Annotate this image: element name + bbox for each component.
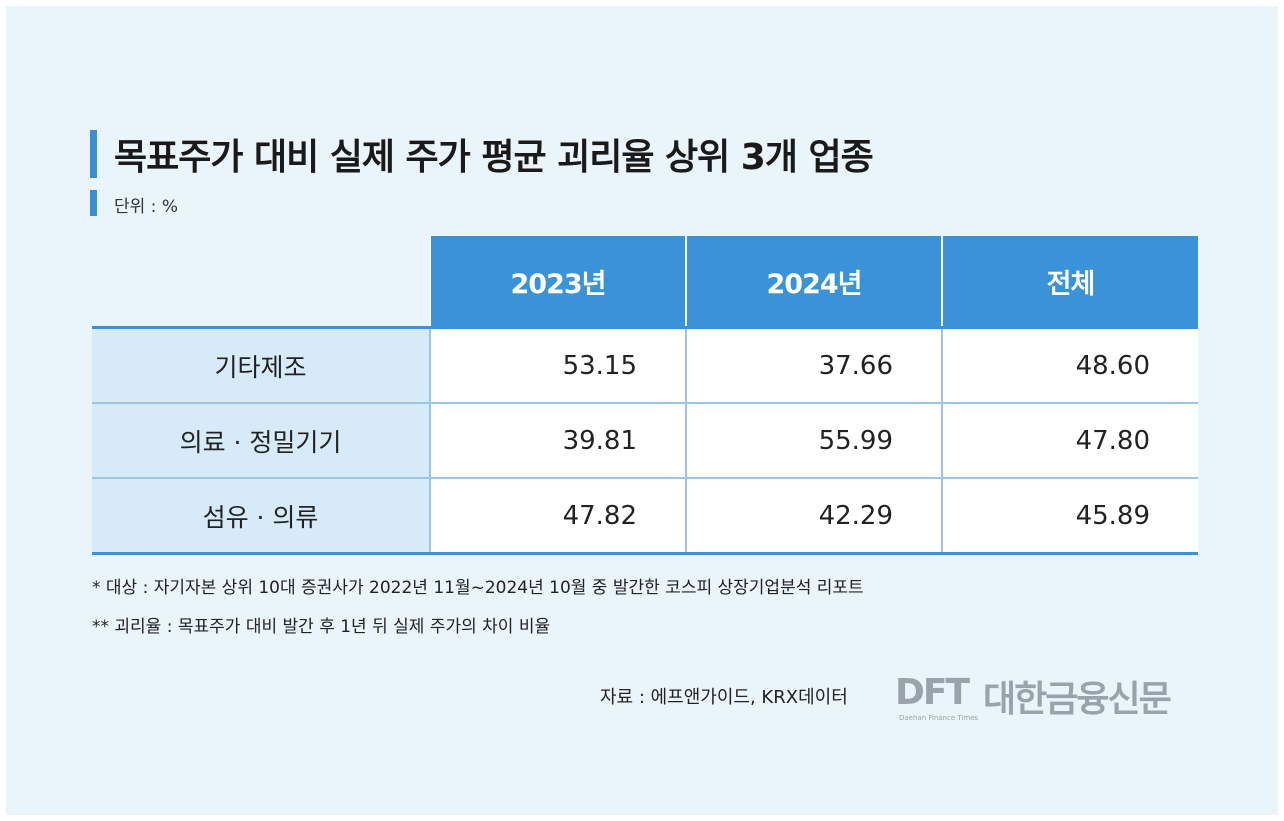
logo-subtitle: Daehan Finance Times — [899, 714, 979, 722]
table-cell: 37.66 — [685, 327, 942, 404]
logo-name: 대한금융신문 — [983, 679, 1172, 720]
title-accent-bar — [90, 130, 97, 178]
footnote-definition: ** 괴리율 : 목표주가 대비 발간 후 1년 뒤 실제 주가의 차이 비율 — [92, 617, 551, 637]
table-cell: 45.89 — [941, 478, 1198, 555]
table-row: 의료 · 정밀기기 39.81 55.99 47.80 — [92, 403, 1198, 479]
chart-title: 목표주가 대비 실제 주가 평균 괴리율 상위 3개 업종 — [114, 137, 874, 178]
table-cell: 47.82 — [429, 478, 686, 555]
unit-accent-bar — [90, 190, 97, 216]
row-category: 의료 · 정밀기기 — [92, 403, 430, 479]
table-cell: 42.29 — [685, 478, 942, 555]
table-row: 섬유 · 의류 47.82 42.29 45.89 — [92, 478, 1198, 555]
table-cell: 47.80 — [941, 403, 1198, 479]
data-table: 2023년 2024년 전체 기타제조 53.15 37.66 48.60 의료… — [92, 236, 1198, 555]
header-row: 2023년 2024년 전체 — [92, 236, 1198, 328]
unit-label: 단위 : % — [114, 197, 178, 217]
table-row: 기타제조 53.15 37.66 48.60 — [92, 327, 1198, 404]
column-header: 2023년 — [429, 236, 686, 328]
footnote-target: * 대상 : 자기자본 상위 10대 증권사가 2022년 11월~2024년 … — [92, 578, 864, 598]
logo-mark: DFT — [895, 672, 970, 713]
table-cell: 39.81 — [429, 403, 686, 479]
row-category: 섬유 · 의류 — [92, 478, 430, 555]
source-credit: 자료 : 에프앤가이드, KRX데이터 — [600, 687, 848, 708]
publisher-logo: DFT Daehan Finance Times 대한금융신문 — [895, 668, 1210, 728]
header-corner — [92, 236, 430, 328]
table-cell: 55.99 — [685, 403, 942, 479]
column-header: 2024년 — [685, 236, 942, 328]
column-header: 전체 — [941, 236, 1198, 328]
table-cell: 53.15 — [429, 327, 686, 404]
table-cell: 48.60 — [941, 327, 1198, 404]
row-category: 기타제조 — [92, 327, 430, 404]
